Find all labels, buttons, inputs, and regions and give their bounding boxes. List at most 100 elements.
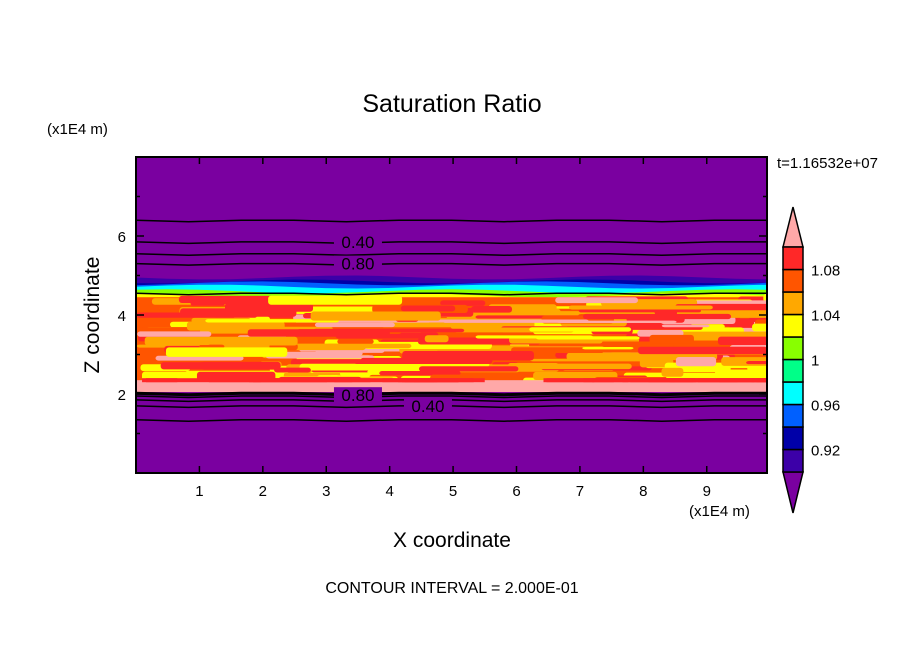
contour-band	[136, 380, 767, 393]
colorbar-label: 1.04	[811, 308, 840, 325]
colorbar-box	[782, 358, 804, 383]
contour-streak	[637, 346, 767, 355]
colorbar-box	[782, 403, 804, 428]
contour-streak	[661, 324, 710, 328]
colorbar-box	[782, 381, 804, 406]
contour-streak	[353, 360, 430, 364]
contour-streak	[529, 327, 632, 332]
contour-streak	[746, 361, 767, 365]
y-axis-label: Z coordinate	[81, 257, 104, 374]
x-tick-label: 2	[259, 483, 267, 500]
y-tick-label: 4	[118, 308, 126, 325]
contour-streak	[714, 369, 767, 378]
contour-streak	[137, 331, 212, 337]
contour-streak	[661, 367, 684, 377]
axes: 1 2 3 4 5 6 7 8 9 2 4 6	[118, 156, 768, 500]
contour-streak	[199, 344, 225, 349]
x-unit-label: (x1E4 m)	[689, 503, 750, 520]
contour-streak	[440, 300, 486, 306]
x-axis-label: X coordinate	[393, 529, 511, 552]
contour-streak	[165, 347, 288, 357]
colorbar-box	[782, 448, 804, 473]
contour-streak	[536, 336, 640, 340]
contour-streak	[314, 322, 395, 328]
contour-streak	[719, 378, 767, 383]
x-tick-label: 4	[385, 483, 393, 500]
contour-streak	[721, 357, 767, 366]
contour-line	[136, 253, 767, 257]
contour-streak	[266, 355, 375, 359]
contour-line	[136, 262, 767, 266]
contour-streak	[313, 328, 465, 333]
colorbar-extend-bottom	[782, 471, 804, 514]
contour-streak	[155, 355, 244, 361]
contour-label: 0.80	[341, 386, 374, 405]
contour-streak	[752, 323, 767, 332]
contour-streak	[694, 300, 767, 304]
colorbar-box	[782, 246, 804, 271]
contour-label-bg	[333, 233, 382, 250]
contour-label-bg	[333, 255, 382, 272]
contour-line	[136, 395, 767, 399]
contour-streak	[555, 297, 638, 304]
contour-streak	[442, 319, 589, 323]
colorbar-box	[782, 313, 804, 338]
colorbar-box	[782, 336, 804, 361]
contour-streak	[669, 378, 767, 383]
contour-streak	[274, 367, 311, 373]
contour-streak	[334, 378, 427, 383]
time-label: t=1.16532e+07	[777, 155, 878, 172]
contour-label: 0.80	[341, 255, 374, 274]
contour-streak	[533, 363, 632, 370]
contour-label: 0.40	[341, 233, 374, 252]
contour-streak	[511, 347, 605, 353]
contour-streak	[630, 378, 675, 383]
colorbar-extend-top	[782, 206, 804, 248]
x-tick-label: 8	[639, 483, 647, 500]
x-tick-label: 7	[576, 483, 584, 500]
contour-streak	[337, 338, 374, 345]
x-tick-label: 9	[703, 483, 711, 500]
contour-streak	[763, 293, 767, 303]
contour-streak	[400, 305, 456, 312]
contour-streak	[205, 319, 339, 323]
chart-title: Saturation Ratio	[362, 90, 541, 118]
contour-streak	[418, 366, 519, 372]
field: 0.40 0.80 0.80 0.40	[136, 157, 767, 473]
contour-streak	[186, 321, 285, 331]
contour-line	[136, 391, 767, 397]
contour-label-bg	[333, 387, 382, 404]
x-tick-label: 5	[449, 483, 457, 500]
contour-streak	[249, 378, 353, 383]
y-tick-label: 2	[118, 387, 126, 404]
contour-streak	[424, 335, 449, 343]
contour-streak	[200, 361, 281, 370]
colorbar-box	[782, 291, 804, 316]
contour-streak	[583, 378, 614, 383]
contour-streak	[326, 343, 412, 349]
contour-line	[136, 241, 767, 245]
contour-streak	[675, 356, 717, 367]
y-tick-label: 6	[118, 229, 126, 246]
contour-interval-footer: CONTOUR INTERVAL = 2.000E-01	[325, 580, 578, 597]
colorbar-box	[782, 426, 804, 451]
colorbar-label: 0.96	[811, 398, 840, 415]
contour-streak	[578, 309, 702, 313]
contour-streak	[649, 334, 694, 344]
contour-line	[136, 292, 767, 296]
contour-streak	[582, 313, 732, 320]
colorbar: 0.92 0.96 1 1.04 1.08	[782, 206, 840, 514]
contour-streak	[568, 305, 713, 310]
contour-streak	[417, 378, 459, 383]
contour-line	[136, 418, 767, 422]
contour-streak	[582, 346, 634, 350]
contour-streak	[755, 310, 767, 316]
contour-streak	[543, 378, 595, 383]
colorbar-label: 1	[811, 353, 819, 370]
contour-streak	[756, 378, 767, 383]
contour-label: 0.40	[411, 397, 444, 416]
contour-streak	[471, 306, 513, 313]
colorbar-label: 0.92	[811, 443, 840, 460]
contour-streak	[379, 370, 461, 376]
